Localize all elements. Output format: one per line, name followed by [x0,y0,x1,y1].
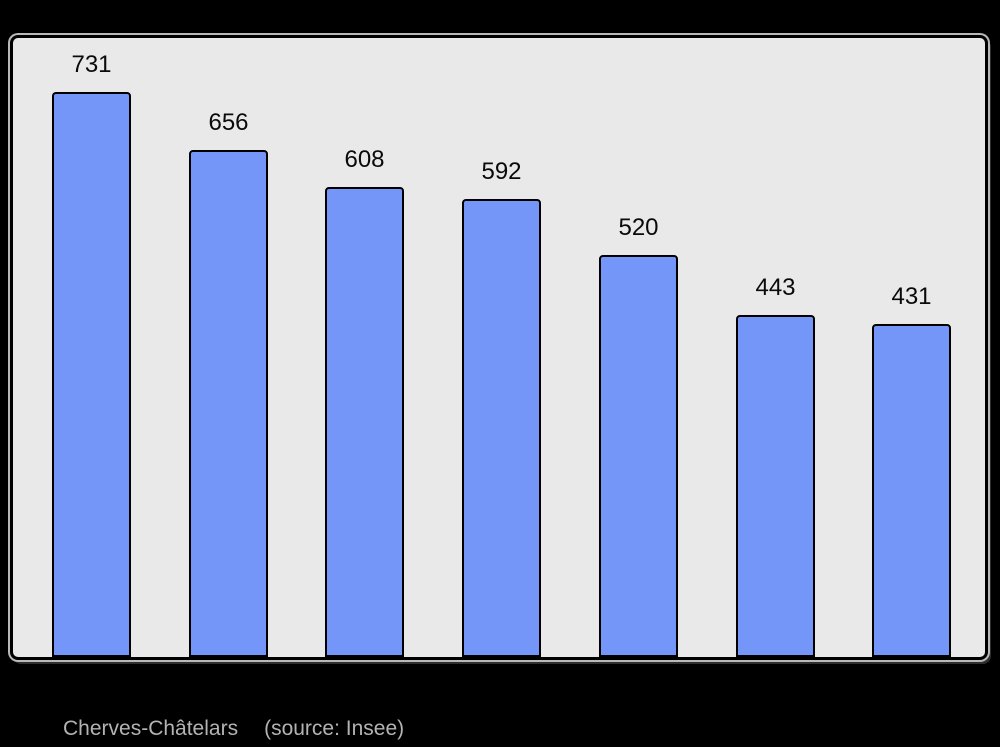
bar-value-label: 520 [618,213,659,241]
bar-value-label: 608 [344,145,385,173]
bar-value-label: 443 [755,273,796,301]
bar [872,324,951,657]
bar [599,255,678,657]
bar [462,199,541,657]
chart-panel: 731 656 608 592 520 443 431 [10,35,988,660]
bar-value-label: 731 [71,50,112,78]
bar-value-label: 592 [481,157,522,185]
chart-caption: Cherves-Châtelars (source: Insee) [63,716,404,741]
bar [736,315,815,657]
bar [189,150,268,657]
bar-value-label: 431 [891,282,932,310]
bar [325,187,404,657]
bar-value-label: 656 [208,108,249,136]
plot-area: 731 656 608 592 520 443 431 [13,38,985,657]
caption-commune-name: Cherves-Châtelars [63,717,239,740]
bar [52,92,131,657]
caption-source: (source: Insee) [264,717,405,740]
